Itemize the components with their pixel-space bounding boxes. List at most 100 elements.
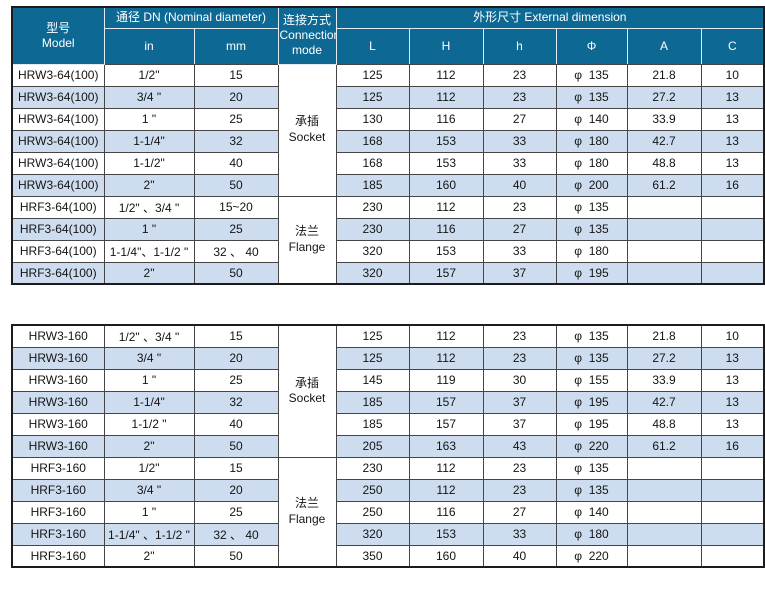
dim-h-cell: 27 — [482, 107, 557, 131]
dim-h-cell: 40 — [482, 173, 557, 197]
dim-phi-cell: φ 140 — [555, 107, 628, 131]
dim-h-cell: 23 — [482, 456, 557, 480]
table-row: HRW3-64(100) 1-1/4" 32 168 153 33 φ 180 42.7 13 — [11, 129, 765, 153]
diameter-mm-cell: 32 、 40 — [193, 239, 279, 263]
dim-h-cell: 37 — [482, 390, 557, 414]
table-row: HRF3-160 1-1/4" 、1-1/2 " 32 、 40 320 153 33 φ … — [11, 522, 765, 546]
connection-label-zh: 连接方式 — [282, 13, 331, 28]
connection-mode-cell-flange: 法兰 Flange — [277, 195, 337, 285]
dim-phi-cell: φ 155 — [555, 368, 628, 392]
diameter-in-cell: 1/2" — [103, 456, 195, 480]
diameter-mm-cell: 25 — [193, 107, 279, 131]
dim-H-cell: 112 — [408, 478, 484, 502]
diameter-mm-cell: 20 — [193, 85, 279, 109]
dim-L-cell: 250 — [335, 500, 410, 524]
dim-H-cell: 112 — [408, 195, 484, 219]
dim-h-cell: 33 — [482, 129, 557, 153]
diameter-in-cell: 1 " — [103, 500, 195, 524]
diameter-mm-cell: 32 — [193, 390, 279, 414]
dim-phi-cell: φ 180 — [555, 151, 628, 175]
model-cell: HRF3-64(100) — [11, 239, 105, 263]
dim-A-cell: 27.2 — [626, 346, 702, 370]
model-cell: HRW3-64(100) — [11, 63, 105, 87]
diameter-in-cell: 2" — [103, 544, 195, 568]
dim-C-cell: 10 — [700, 63, 765, 87]
diameter-in-cell: 1/2" 、3/4 " — [103, 324, 195, 348]
diameter-mm-cell: 15 — [193, 324, 279, 348]
dim-phi-cell: φ 135 — [555, 63, 628, 87]
dim-h-cell: 33 — [482, 151, 557, 175]
dim-C-cell — [700, 478, 765, 502]
dim-A-cell: 33.9 — [626, 107, 702, 131]
diameter-mm-cell: 50 — [193, 434, 279, 458]
table-row: HRF3-64(100) 1-1/4"、1-1/2 " 32 、 40 320 153 3… — [11, 239, 765, 263]
col-header-connection-mode: 连接方式 Connection mode — [277, 6, 337, 65]
dim-L-cell: 125 — [335, 324, 410, 348]
diameter-in-cell: 1-1/2 " — [103, 412, 195, 436]
diameter-mm-cell: 25 — [193, 500, 279, 524]
table-row: HRW3-160 1-1/2 " 40 185 157 37 φ 195 48.8 13 — [11, 412, 765, 436]
model-cell: HRW3-64(100) — [11, 129, 105, 153]
dim-phi-cell: φ 135 — [555, 217, 628, 241]
dim-L-cell: 250 — [335, 478, 410, 502]
dim-phi-cell: φ 195 — [555, 261, 628, 285]
dim-h-cell: 23 — [482, 195, 557, 219]
model-cell: HRW3-160 — [11, 368, 105, 392]
table-row: HRF3-160 2" 50 350 160 40 φ 220 — [11, 544, 765, 568]
model-cell: HRF3-160 — [11, 478, 105, 502]
diameter-mm-cell: 50 — [193, 261, 279, 285]
dim-phi-cell: φ 135 — [555, 195, 628, 219]
model-cell: HRW3-160 — [11, 346, 105, 370]
dim-phi-cell: φ 180 — [555, 239, 628, 263]
header-row-2: in mm L H h Φ A C — [12, 27, 765, 65]
model-cell: HRW3-64(100) — [11, 107, 105, 131]
dim-L-cell: 168 — [335, 129, 410, 153]
dim-phi-cell: φ 180 — [555, 522, 628, 546]
diameter-in-cell: 1-1/2" — [103, 151, 195, 175]
diameter-mm-cell: 32 、 40 — [193, 522, 279, 546]
dim-A-cell — [626, 544, 702, 568]
model-label-zh: 型号 — [46, 20, 71, 35]
dim-L-cell: 125 — [335, 85, 410, 109]
model-cell: HRF3-160 — [11, 456, 105, 480]
dim-h-cell: 27 — [482, 500, 557, 524]
col-header-model: 型号 Model — [11, 6, 105, 65]
col-header-C: C — [700, 27, 765, 65]
connection-socket-zh: 承插 — [294, 114, 319, 129]
dim-h-cell: 23 — [482, 478, 557, 502]
dim-phi-cell: φ 140 — [555, 500, 628, 524]
dim-C-cell — [700, 217, 765, 241]
model-cell: HRW3-160 — [11, 434, 105, 458]
dim-h-cell: 27 — [482, 217, 557, 241]
dim-A-cell: 42.7 — [626, 129, 702, 153]
dim-H-cell: 160 — [408, 544, 484, 568]
diameter-in-cell: 2" — [103, 261, 195, 285]
dim-H-cell: 160 — [408, 173, 484, 197]
dim-A-cell — [626, 239, 702, 263]
dim-phi-cell: φ 135 — [555, 478, 628, 502]
dim-H-cell: 119 — [408, 368, 484, 392]
dim-L-cell: 168 — [335, 151, 410, 175]
diameter-mm-cell: 50 — [193, 173, 279, 197]
dim-A-cell — [626, 478, 702, 502]
dim-C-cell: 13 — [700, 412, 765, 436]
dim-L-cell: 125 — [335, 346, 410, 370]
table-row: HRF3-64(100) 1/2" 、3/4 " 15~20 法兰 Flange 230 1… — [11, 195, 765, 285]
dim-H-cell: 112 — [408, 346, 484, 370]
dim-A-cell — [626, 500, 702, 524]
connection-socket-en: Socket — [288, 130, 326, 144]
table-row: HRW3-160 1 " 25 145 119 30 φ 155 33.9 13 — [11, 368, 765, 392]
col-header-external-dimension: 外形尺寸 External dimension — [335, 6, 765, 29]
dim-phi-cell: φ 200 — [555, 173, 628, 197]
connection-flange-zh: 法兰 — [294, 224, 319, 239]
dim-phi-cell: φ 135 — [555, 456, 628, 480]
model-cell: HRF3-64(100) — [11, 217, 105, 241]
dim-H-cell: 112 — [408, 85, 484, 109]
diameter-mm-cell: 15~20 — [193, 195, 279, 219]
dim-h-cell: 33 — [482, 239, 557, 263]
diameter-in-cell: 1/2" 、3/4 " — [103, 195, 195, 219]
table-row: HRF3-64(100) 1 " 25 230 116 27 φ 135 — [11, 217, 765, 241]
dim-H-cell: 116 — [408, 217, 484, 241]
dim-A-cell: 48.8 — [626, 151, 702, 175]
dim-A-cell: 21.8 — [626, 63, 702, 87]
